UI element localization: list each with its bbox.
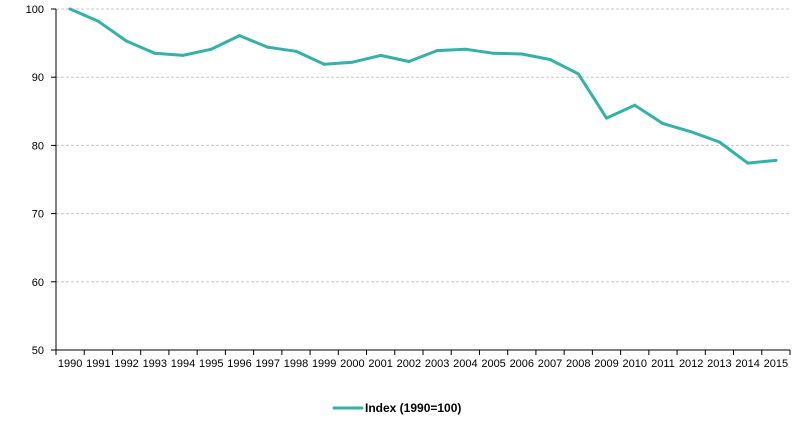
- data-point: [322, 62, 326, 66]
- x-tick-label: 2013: [707, 358, 731, 370]
- data-point: [605, 116, 608, 120]
- x-tick-label: 1995: [199, 358, 223, 370]
- data-point: [238, 34, 241, 38]
- x-tick-label: 2009: [594, 358, 618, 370]
- x-tick-label: 1994: [171, 358, 195, 370]
- data-point: [576, 72, 580, 76]
- y-tick-label: 60: [32, 277, 44, 289]
- series-line-index: [68, 7, 778, 165]
- x-tick-label: 1999: [312, 358, 336, 370]
- data-point: [520, 52, 524, 56]
- x-tick-label: 2005: [481, 358, 505, 370]
- x-tick-label: 2008: [566, 358, 590, 370]
- y-tick-label: 50: [32, 345, 44, 357]
- data-point: [492, 51, 496, 55]
- x-tick-label: 2011: [651, 358, 675, 370]
- series-layer: [68, 7, 778, 165]
- data-point: [661, 122, 665, 126]
- data-point: [209, 47, 213, 51]
- x-tick-label: 2000: [340, 358, 364, 370]
- data-point: [68, 7, 72, 11]
- y-tick-label: 100: [26, 4, 44, 16]
- data-point: [746, 161, 750, 165]
- x-tick-label: 1997: [255, 358, 279, 370]
- y-tick-label: 90: [32, 72, 44, 84]
- x-tick-label: 1991: [86, 358, 110, 370]
- x-tick-label: 1993: [143, 358, 167, 370]
- x-tick-label: 2007: [538, 358, 562, 370]
- data-point: [435, 49, 439, 53]
- data-point: [548, 57, 552, 61]
- x-tick-label: 2003: [425, 358, 449, 370]
- data-point: [153, 51, 157, 55]
- legend: Index (1990=100): [332, 401, 461, 415]
- x-tick-label: 2012: [679, 358, 703, 370]
- y-tick-label: 80: [32, 140, 44, 152]
- data-point: [717, 140, 721, 144]
- x-axis: 1990 1991 1992 1993 1994 1995 1996 1997 1998 1999…: [55, 349, 791, 370]
- data-point: [266, 45, 270, 49]
- data-point: [774, 158, 778, 162]
- x-tick-label: 2002: [397, 358, 421, 370]
- data-point: [689, 130, 693, 134]
- data-point: [350, 60, 354, 64]
- gridlines: [56, 8, 790, 283]
- data-point: [294, 49, 298, 53]
- x-tick-label: 2010: [622, 358, 646, 370]
- x-tick-label: 2014: [735, 358, 759, 370]
- x-tick-label: 2006: [510, 358, 534, 370]
- y-axis: 50 60 70 80 90 100: [26, 4, 57, 357]
- x-tick-label: 2004: [453, 358, 477, 370]
- data-point: [96, 19, 100, 23]
- data-point: [407, 60, 411, 64]
- data-point: [379, 53, 383, 57]
- y-tick-label: 70: [32, 209, 44, 221]
- data-point: [181, 53, 185, 57]
- x-tick-label: 2001: [368, 358, 392, 370]
- legend-label-index: Index (1990=100): [365, 401, 461, 415]
- data-point: [633, 103, 637, 107]
- x-tick-label: 1992: [114, 358, 138, 370]
- x-tick-label: 2015: [764, 358, 788, 370]
- data-point: [463, 47, 467, 51]
- x-tick-label: 1998: [284, 358, 308, 370]
- data-point: [125, 39, 129, 43]
- x-tick-label: 1990: [58, 358, 82, 370]
- x-tick-label: 1996: [227, 358, 251, 370]
